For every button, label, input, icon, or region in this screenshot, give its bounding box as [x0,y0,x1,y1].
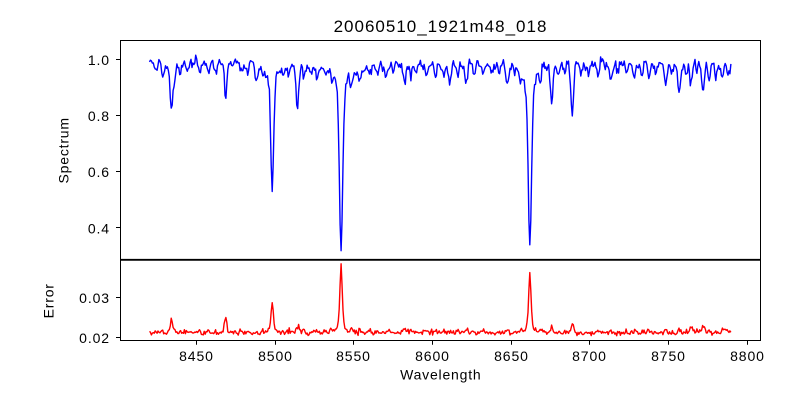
svg-text:8700: 8700 [572,348,607,364]
svg-text:8800: 8800 [730,348,765,364]
svg-text:Error: Error [41,283,57,318]
svg-text:8650: 8650 [494,348,529,364]
svg-text:1.0: 1.0 [88,52,110,68]
svg-text:8450: 8450 [179,348,214,364]
svg-text:0.8: 0.8 [88,108,110,124]
svg-text:0.6: 0.6 [88,164,110,180]
svg-text:0.4: 0.4 [88,220,110,236]
svg-text:Spectrum: Spectrum [56,117,72,183]
svg-text:8600: 8600 [415,348,450,364]
svg-text:20060510_1921m48_018: 20060510_1921m48_018 [334,17,548,36]
svg-text:8500: 8500 [258,348,293,364]
svg-text:8750: 8750 [651,348,686,364]
svg-text:0.02: 0.02 [79,330,110,346]
svg-text:Wavelength: Wavelength [400,367,481,383]
svg-text:0.03: 0.03 [79,290,110,306]
svg-text:8550: 8550 [336,348,371,364]
